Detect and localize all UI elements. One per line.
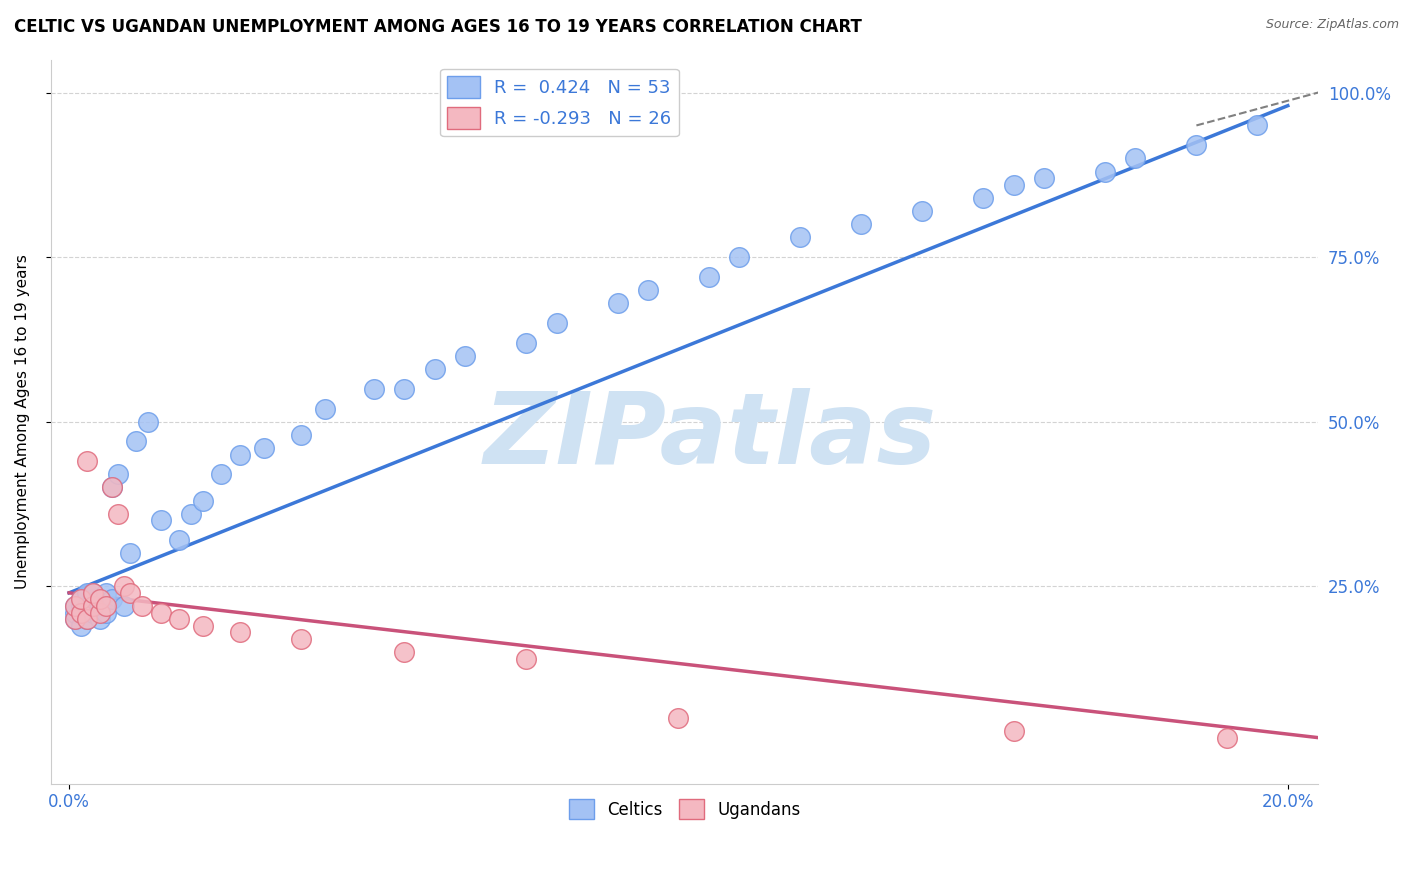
Point [1094, 164, 1116, 178]
Point [1002, 178, 1025, 192]
Point [82, 599, 104, 613]
Text: Source: ZipAtlas.com: Source: ZipAtlas.com [1265, 18, 1399, 31]
Point [118, 546, 141, 560]
Point [546, 316, 568, 330]
Point [697, 269, 720, 284]
Point [1125, 152, 1147, 166]
Point [100, 481, 122, 495]
Point [1185, 138, 1208, 153]
Point [82, 586, 104, 600]
Point [118, 586, 141, 600]
Point [911, 204, 934, 219]
Point [253, 441, 276, 455]
Point [70, 606, 93, 620]
Point [193, 619, 215, 633]
Point [1246, 119, 1268, 133]
Point [70, 606, 93, 620]
Point [290, 427, 312, 442]
Point [394, 382, 416, 396]
Point [314, 401, 336, 416]
Point [1216, 731, 1239, 745]
Y-axis label: Unemployment Among Ages 16 to 19 years: Unemployment Among Ages 16 to 19 years [15, 254, 30, 589]
Point [606, 296, 628, 310]
Point [515, 335, 537, 350]
Point [851, 217, 873, 231]
Point [107, 507, 129, 521]
Point [63, 599, 86, 613]
Point [290, 632, 312, 646]
Point [180, 507, 202, 521]
Text: CELTIC VS UGANDAN UNEMPLOYMENT AMONG AGES 16 TO 19 YEARS CORRELATION CHART: CELTIC VS UGANDAN UNEMPLOYMENT AMONG AGE… [14, 18, 862, 36]
Point [363, 382, 385, 396]
Point [149, 606, 172, 620]
Point [515, 651, 537, 665]
Point [789, 230, 811, 244]
Point [89, 599, 111, 613]
Point [76, 586, 98, 600]
Point [82, 592, 104, 607]
Point [82, 586, 104, 600]
Point [100, 481, 122, 495]
Point [100, 592, 122, 607]
Point [637, 283, 659, 297]
Point [136, 415, 159, 429]
Point [229, 448, 252, 462]
Point [82, 606, 104, 620]
Point [394, 645, 416, 659]
Point [107, 467, 129, 482]
Point [70, 619, 93, 633]
Point [94, 606, 117, 620]
Point [89, 592, 111, 607]
Point [63, 612, 86, 626]
Point [229, 625, 252, 640]
Point [94, 586, 117, 600]
Point [70, 592, 93, 607]
Point [454, 349, 477, 363]
Legend: Celtics, Ugandans: Celtics, Ugandans [562, 792, 807, 826]
Point [63, 599, 86, 613]
Point [211, 467, 233, 482]
Point [668, 711, 690, 725]
Point [149, 513, 172, 527]
Point [76, 454, 98, 468]
Point [63, 612, 86, 626]
Point [112, 579, 135, 593]
Point [63, 606, 86, 620]
Point [125, 434, 148, 449]
Point [167, 533, 190, 548]
Point [76, 612, 98, 626]
Point [423, 362, 446, 376]
Point [94, 599, 117, 613]
Point [167, 612, 190, 626]
Point [728, 250, 751, 264]
Point [1002, 724, 1025, 739]
Point [112, 599, 135, 613]
Point [89, 612, 111, 626]
Point [89, 606, 111, 620]
Point [76, 599, 98, 613]
Point [1033, 171, 1056, 186]
Point [70, 592, 93, 607]
Point [972, 191, 994, 205]
Point [70, 599, 93, 613]
Text: ZIPatlas: ZIPatlas [484, 388, 936, 484]
Point [131, 599, 153, 613]
Point [193, 493, 215, 508]
Point [76, 612, 98, 626]
